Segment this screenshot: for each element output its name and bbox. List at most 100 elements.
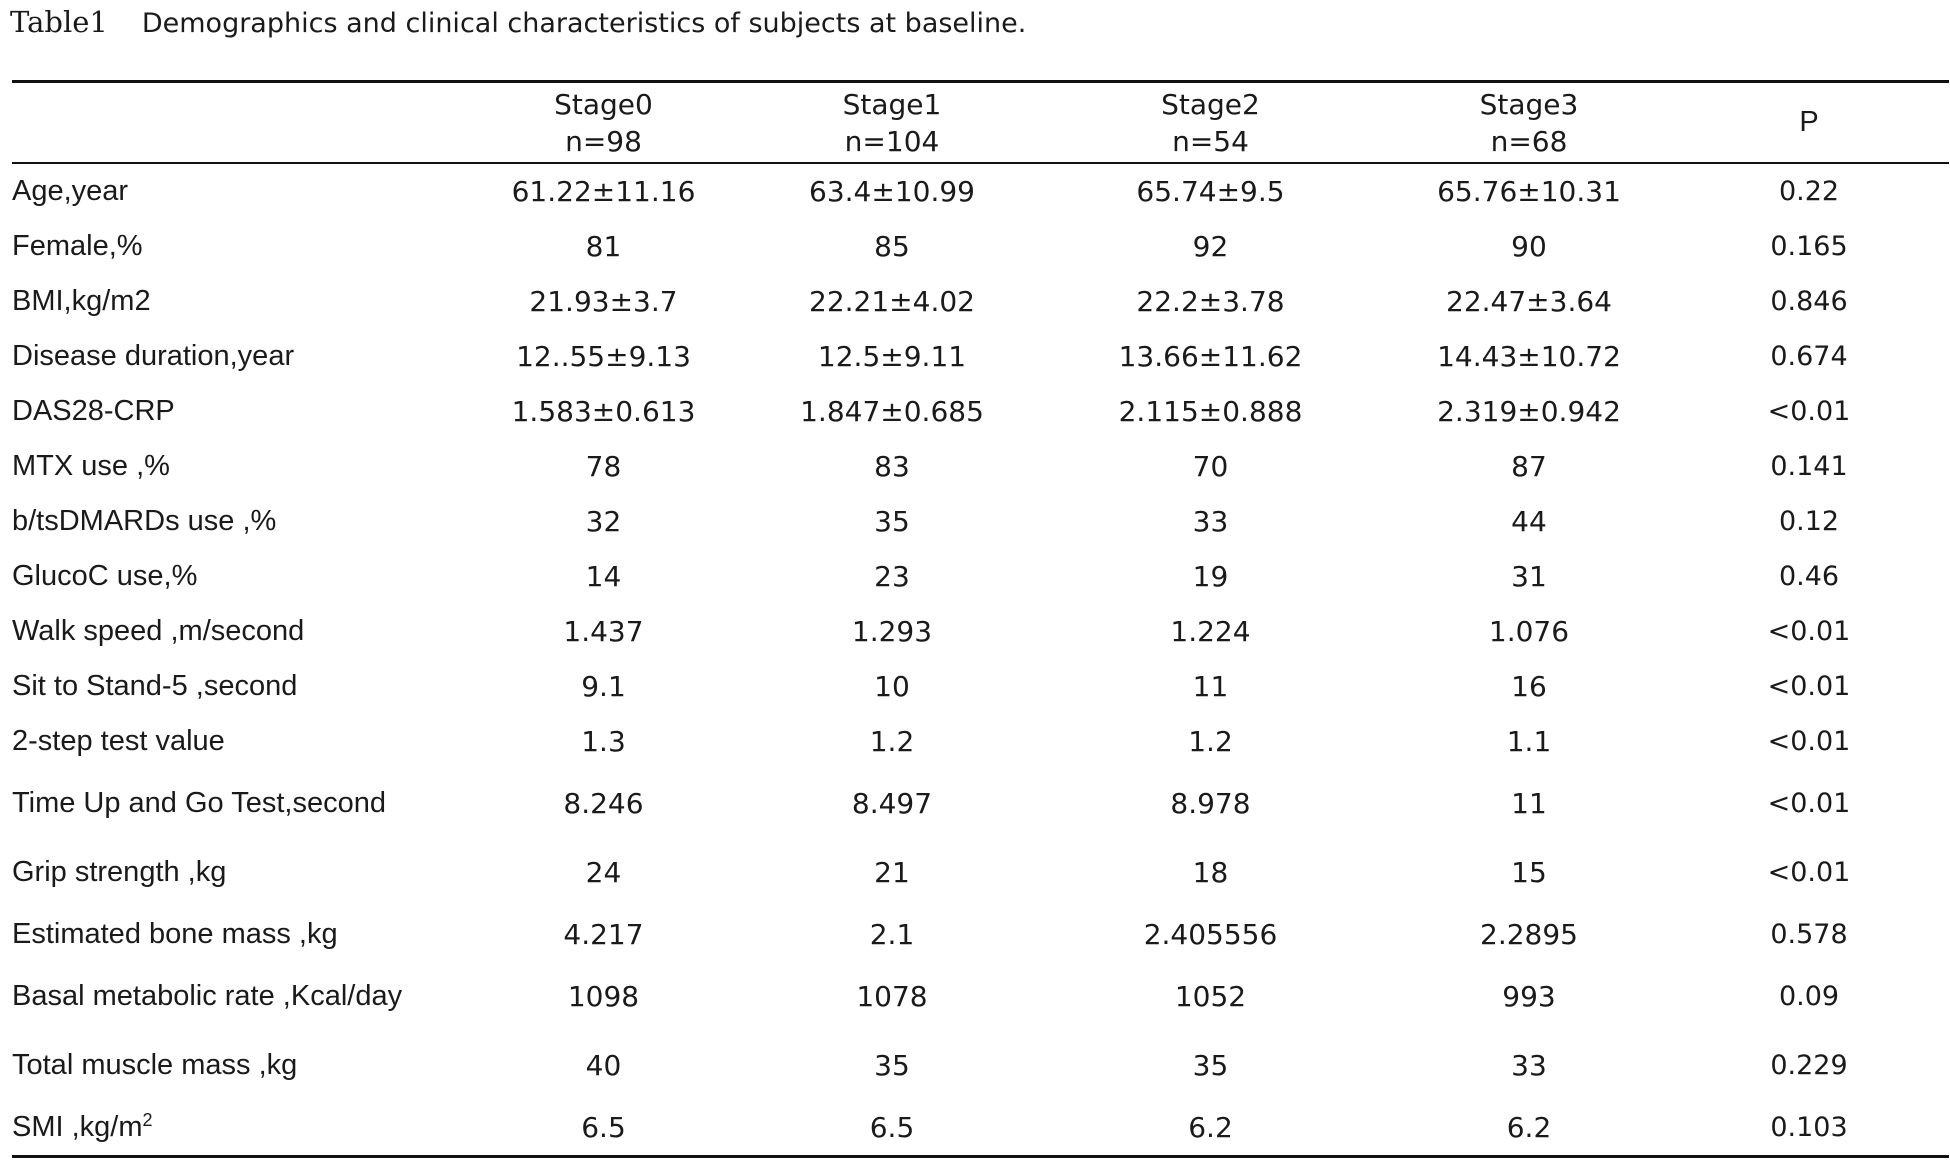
p-value-cell: 0.674 [1770,341,1848,372]
row-label: Age,year [12,163,455,219]
stage3-value-cell: 1.1 [1506,725,1552,758]
stage2-value-cell: 2.405556 [1143,918,1278,951]
stage3-value-cell: 33 [1511,1049,1547,1082]
table-row: Walk speed ,m/second 1.437 1.293 1.224 1.076… [12,604,1949,659]
table-number: Table1 [10,5,108,39]
row-label: b/tsDMARDs use ,% [12,494,455,549]
row-label-text: 2-step test value [12,725,225,757]
stage2-value-cell: 65.74±9.5 [1136,175,1285,208]
stage2-value-cell: 18 [1192,856,1229,889]
row-label: Total muscle mass ,kg [12,1031,455,1100]
stage2-value-cell: 8.978 [1170,787,1251,820]
header-variable [12,82,455,164]
row-label: Basal metabolic rate ,Kcal/day [12,962,455,1031]
stage1-value-cell: 1.293 [851,615,933,648]
stage3-value-cell: 14.43±10.72 [1437,340,1621,373]
p-value-cell: 0.103 [1770,1112,1848,1143]
stage3-value-cell: 90 [1511,230,1547,263]
row-label-superscript: 2 [142,1110,153,1130]
table-row: Estimated bone mass ,kg 4.217 2.1 2.405556 2… [12,907,1949,962]
stage3-value-cell: 31 [1511,560,1547,593]
stage0-value-cell: 81 [585,230,622,263]
table-row: Grip strength ,kg 24 21 18 15 <0.01 [12,838,1949,907]
stage2-value-cell: 1.224 [1170,615,1251,648]
row-label-text: Disease duration,year [12,340,295,372]
stage2-value-cell: 1.2 [1188,725,1233,758]
stage1-value-cell: 63.4±10.99 [809,175,975,208]
table-row: MTX use ,% 78 83 70 87 0.141 [12,439,1949,494]
stage0-value-cell: 24 [585,856,622,889]
table-body: Age,year 61.22±11.16 63.4±10.99 65.74±9.5 65… [12,163,1949,1157]
stage3-value-cell: 2.319±0.942 [1437,395,1621,428]
stage1-value-cell: 85 [874,230,910,263]
stage1-value-cell: 12.5±9.11 [817,340,967,373]
stage0-value-cell: 78 [585,450,622,483]
stage1-value-cell: 1.847±0.685 [800,395,984,428]
stage3-value-cell: 6.2 [1506,1111,1552,1144]
header-group-label: Stage1 [842,87,942,121]
header-sample-size: n=98 [565,124,642,158]
stage0-value-cell: 6.5 [581,1111,626,1144]
row-label-text: Total muscle mass ,kg [12,1049,298,1081]
stage0-value-cell: 1.437 [563,615,644,648]
stage3-value-cell: 15 [1511,856,1547,889]
stage0-value-cell: 40 [585,1049,622,1082]
header-stage0: Stage0 n=98 [455,82,752,164]
row-label: Sit to Stand-5 ,second [12,659,455,714]
table-row: GlucoC use,% 14 23 19 31 0.46 [12,549,1949,604]
row-label-text: b/tsDMARDs use ,% [12,505,277,537]
table-row: DAS28-CRP 1.583±0.613 1.847±0.685 2.115±0.8… [12,384,1949,439]
stage3-value-cell: 11 [1511,787,1547,820]
header-stage2: Stage2 n=54 [1032,82,1389,164]
header-sample-size: n=68 [1490,124,1568,158]
row-label-text: Female,% [12,230,143,262]
p-value-cell: <0.01 [1767,857,1851,888]
stage1-value-cell: 35 [874,505,910,538]
stage0-value-cell: 32 [585,505,622,538]
stage2-value-cell: 11 [1192,670,1229,703]
row-label: MTX use ,% [12,439,455,494]
row-label-text: Sit to Stand-5 ,second [12,670,298,702]
p-value-cell: 0.165 [1770,231,1848,262]
stage3-value-cell: 22.47±3.64 [1446,285,1612,318]
table-row: Disease duration,year 12..55±9.13 12.5±9.1… [12,329,1949,384]
header-row: Stage0 n=98 Stage1 n=104 Stage2 n=54 Stage3 n=6… [12,81,1949,164]
stage2-value-cell: 33 [1192,505,1229,538]
stage1-value-cell: 2.1 [869,918,915,951]
row-label: 2-step test value [12,714,455,769]
header-group-label: Stage0 [554,87,653,121]
p-value-cell: 0.846 [1770,286,1848,317]
p-value-cell: 0.22 [1778,176,1840,207]
table-row: Total muscle mass ,kg 40 35 35 33 0.229 [12,1031,1949,1100]
table-row: Age,year 61.22±11.16 63.4±10.99 65.74±9.5 65… [12,163,1949,219]
row-label-text: Walk speed ,m/second [12,615,305,647]
stage2-value-cell: 1052 [1174,980,1247,1013]
stage1-value-cell: 10 [874,670,910,703]
row-label: DAS28-CRP [12,384,455,439]
stage3-value-cell: 1.076 [1488,615,1570,648]
stage1-value-cell: 35 [874,1049,910,1082]
table-row: b/tsDMARDs use ,% 32 35 33 44 0.12 [12,494,1949,549]
row-label: Time Up and Go Test,second [12,769,455,838]
stage0-value-cell: 8.246 [563,787,644,820]
stage0-value-cell: 12..55±9.13 [516,340,691,373]
p-value-cell: <0.01 [1767,726,1851,757]
stage1-value-cell: 8.497 [851,787,933,820]
stage1-value-cell: 83 [874,450,910,483]
p-value-cell: 0.12 [1778,506,1840,537]
stage2-value-cell: 6.2 [1188,1111,1233,1144]
row-label-text: Basal metabolic rate ,Kcal/day [12,980,403,1012]
table-row: 2-step test value 1.3 1.2 1.2 1.1 <0.01 [12,714,1949,769]
table-title: Demographics and clinical characteristic… [141,8,1027,39]
row-label-text: DAS28-CRP [12,395,175,427]
stage1-value-cell: 22.21±4.02 [809,285,975,318]
stage3-value-cell: 16 [1511,670,1547,703]
table-row: Sit to Stand-5 ,second 9.1 10 11 16 <0.01 [12,659,1949,714]
stage1-value-cell: 23 [874,560,910,593]
table-row: Basal metabolic rate ,Kcal/day 1098 1078 10… [12,962,1949,1031]
header-p-value: P [1669,82,1949,164]
stage2-value-cell: 2.115±0.888 [1118,395,1303,428]
p-value-cell: 0.141 [1770,451,1848,482]
p-value-cell: <0.01 [1767,788,1851,819]
stage0-value-cell: 1098 [567,980,640,1013]
